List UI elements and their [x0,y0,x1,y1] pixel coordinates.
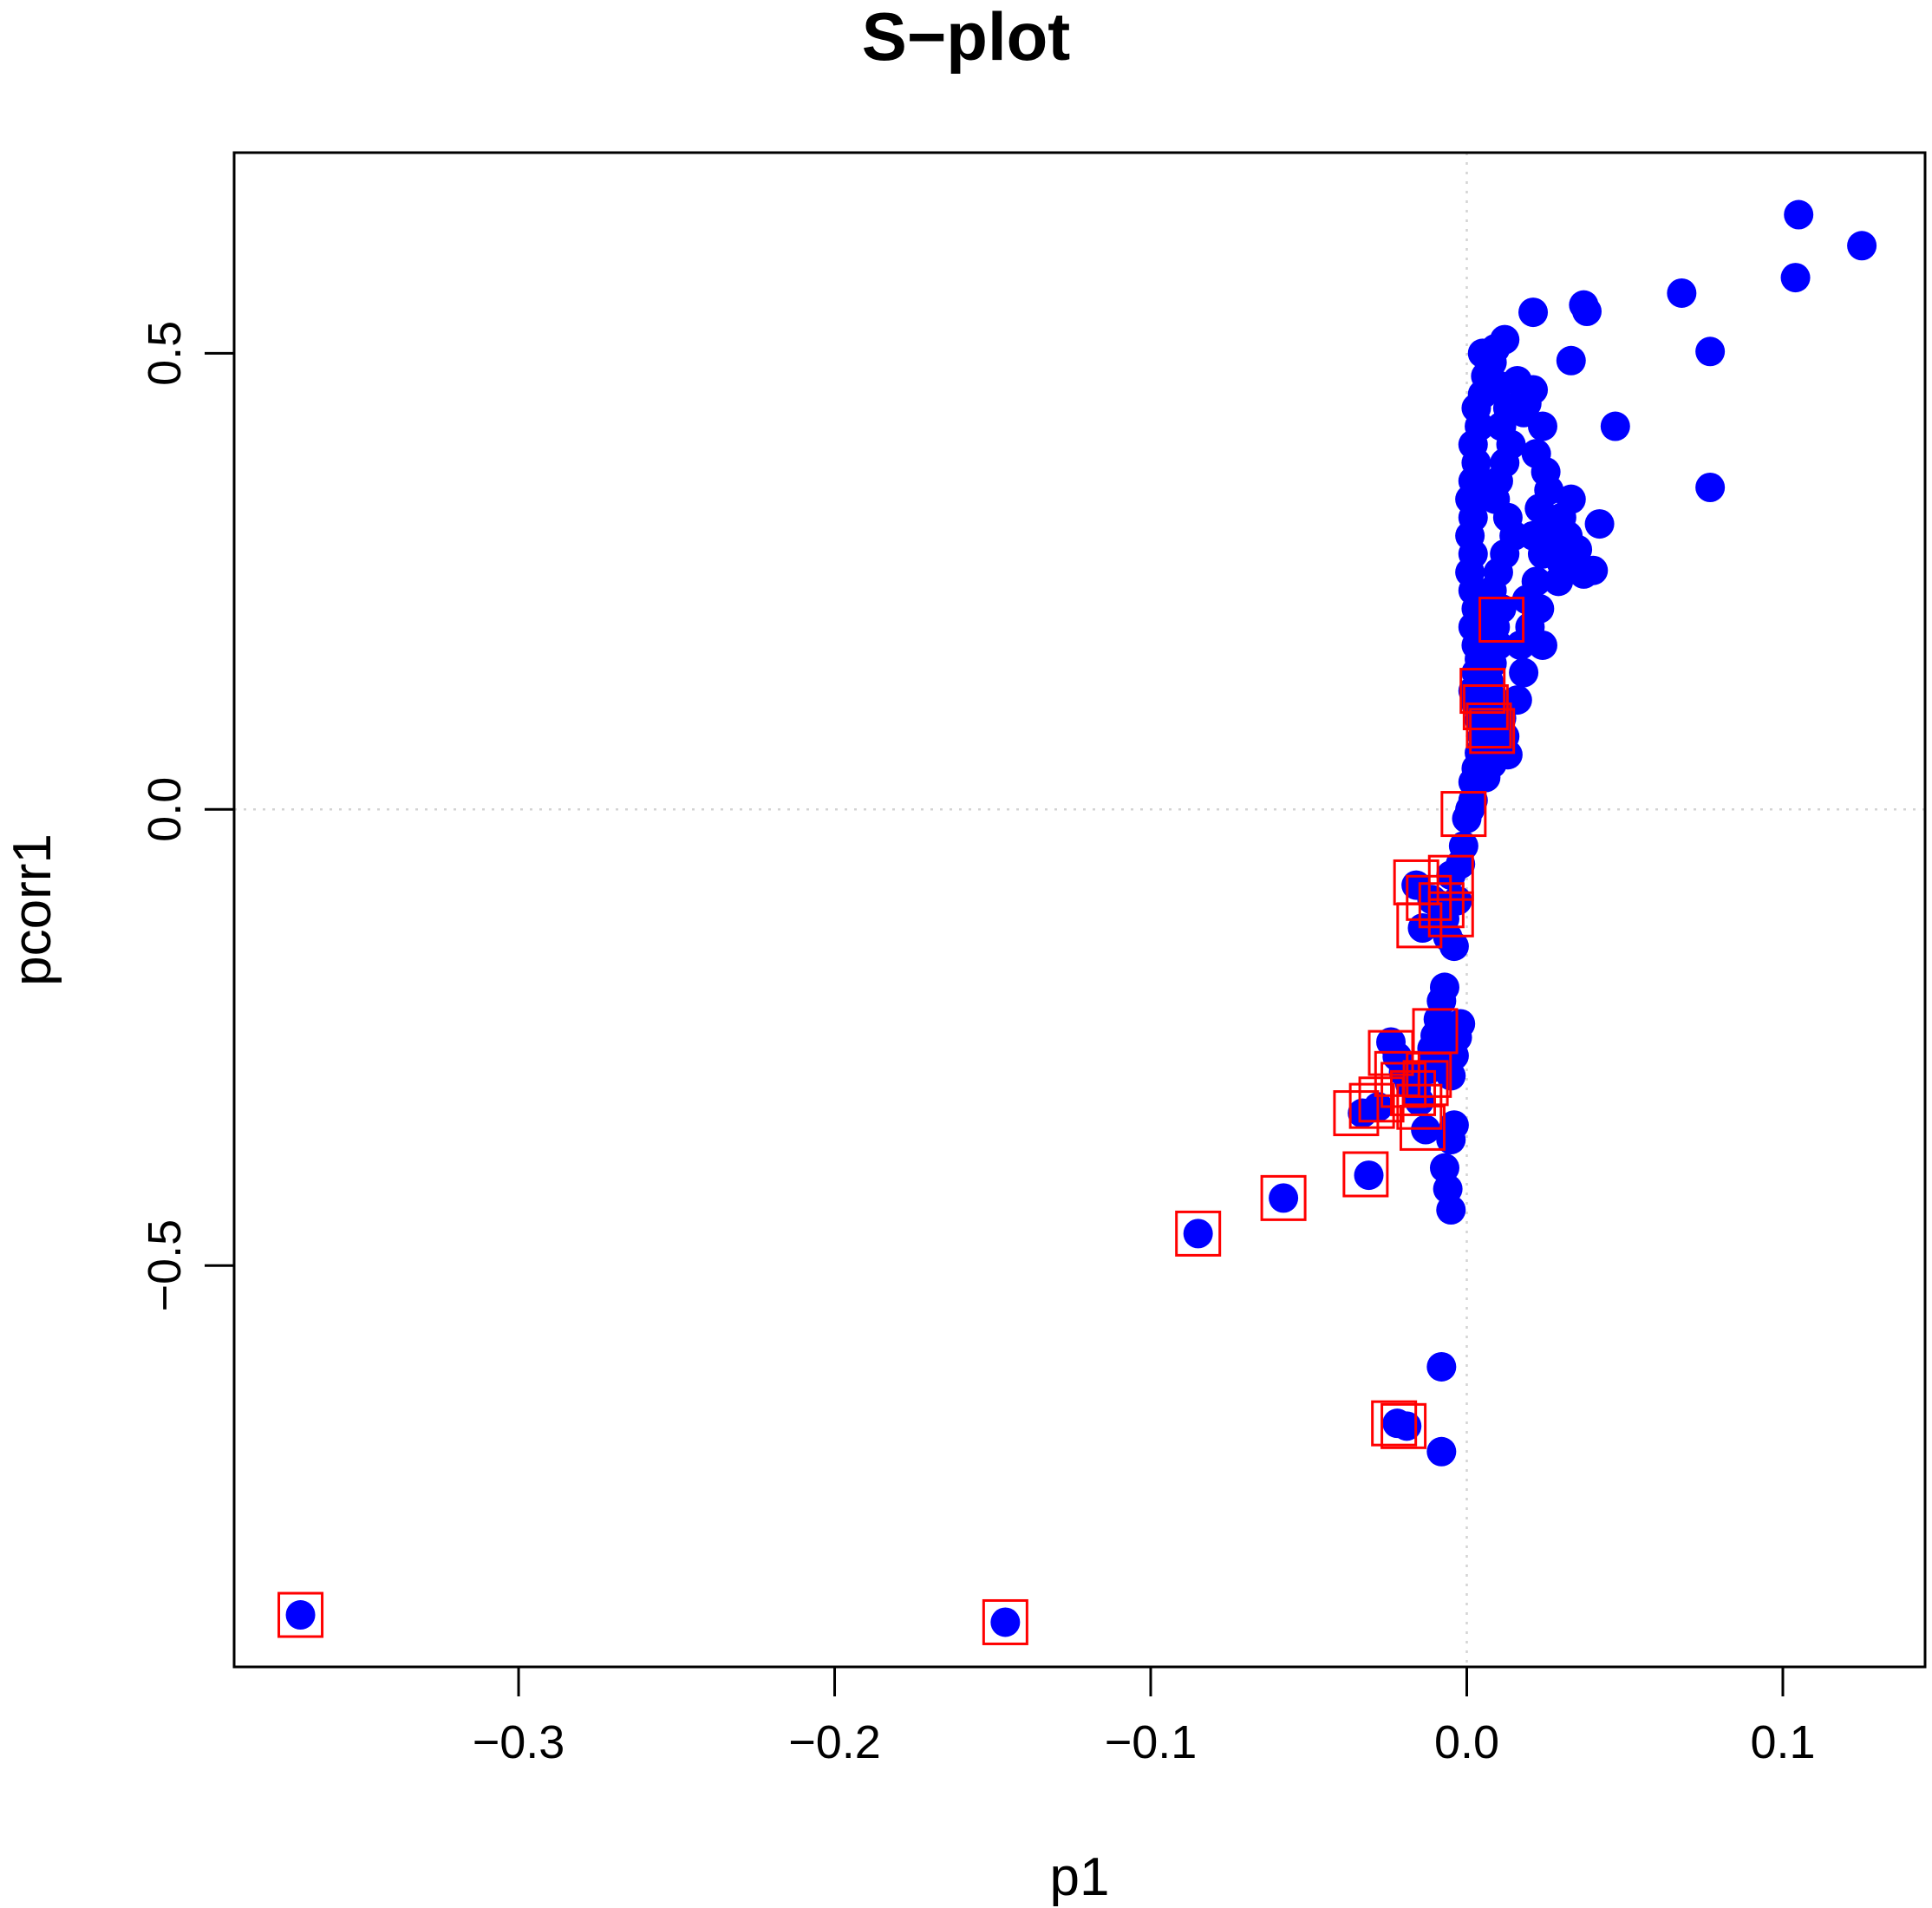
highlight-square [1440,791,1487,838]
x-tick-label: −0.1 [1105,1716,1198,1768]
data-point [1448,831,1478,861]
y-tick-label: −0.5 [139,1219,191,1312]
y-tick-label: 0.0 [139,777,191,842]
data-point [1578,555,1609,585]
data-point [1429,972,1459,1003]
data-point [1524,593,1555,624]
data-point [1439,931,1469,962]
highlight-square [1465,702,1512,749]
data-point [1477,347,1507,377]
data-point [1183,1219,1213,1249]
data-point [1404,1086,1434,1116]
y-axis: −0.5 0.0 0.5 [139,321,234,1312]
data-point [1556,484,1586,514]
chart-title: S−plot [861,0,1071,75]
highlight-square [1399,1104,1446,1151]
data-point [1509,397,1539,428]
x-tick-label: −0.2 [788,1716,881,1768]
data-point [1446,1009,1476,1039]
highlight-square [1459,668,1506,715]
highlight-layer [277,597,1525,1645]
data-point [285,1600,316,1630]
y-axis-label: pcorr1 [3,833,62,986]
data-point [1544,566,1574,597]
data-point [1847,231,1877,261]
highlight-square [1371,1400,1418,1447]
data-point [990,1607,1021,1637]
y-tick-label: 0.5 [139,321,191,386]
data-point [1780,263,1811,293]
data-point [1695,473,1726,503]
highlight-square [1175,1210,1222,1257]
data-point [1426,1351,1457,1382]
highlight-square [1402,1060,1449,1107]
highlight-square [1333,1090,1380,1137]
data-point [1490,324,1520,355]
highlight-square [1380,1402,1427,1449]
data-point [1521,439,1551,469]
highlight-square [1342,1151,1389,1198]
highlight-square [1427,854,1474,901]
highlight-square [1412,1008,1459,1055]
x-tick-label: −0.3 [473,1716,565,1768]
data-point [1518,297,1549,328]
highlight-square [1478,597,1525,644]
highlight-square [1260,1174,1307,1221]
data-point [1269,1183,1299,1213]
x-tick-label: 0.0 [1434,1716,1499,1768]
data-point [1527,630,1557,660]
data-point [1521,566,1551,597]
highlight-square [1390,1069,1437,1116]
x-axis-label: p1 [1050,1847,1110,1907]
data-point [1667,278,1697,308]
highlight-square [277,1591,324,1638]
data-point [1354,1160,1384,1191]
highlight-square [1462,683,1509,730]
data-point [1584,509,1615,539]
data-point [1572,297,1602,327]
data-point [1695,337,1726,367]
data-point [1502,365,1532,395]
highlight-square [1469,708,1516,755]
reference-lines [234,153,1925,1667]
data-point [1600,411,1630,441]
data-point [1426,1436,1457,1467]
highlight-square [1427,891,1474,938]
data-point [1429,1153,1459,1183]
highlight-square [982,1598,1028,1645]
data-point [1492,740,1523,770]
data-point [1556,345,1586,376]
data-point [1439,1110,1469,1140]
points-layer [285,199,1877,1637]
plot-frame [232,151,1927,1669]
x-axis: −0.3 −0.2 −0.1 0.0 0.1 [473,1667,1816,1768]
data-point [1563,534,1593,565]
data-point [1509,657,1539,688]
data-point [1784,199,1814,230]
x-tick-label: 0.1 [1750,1716,1815,1768]
data-point [1471,762,1501,793]
data-point [1392,1411,1422,1441]
highlight-square [1418,882,1465,929]
data-point [1537,516,1567,546]
